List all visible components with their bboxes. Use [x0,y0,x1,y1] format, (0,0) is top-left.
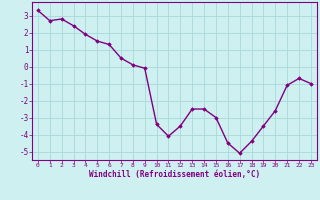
X-axis label: Windchill (Refroidissement éolien,°C): Windchill (Refroidissement éolien,°C) [89,170,260,179]
